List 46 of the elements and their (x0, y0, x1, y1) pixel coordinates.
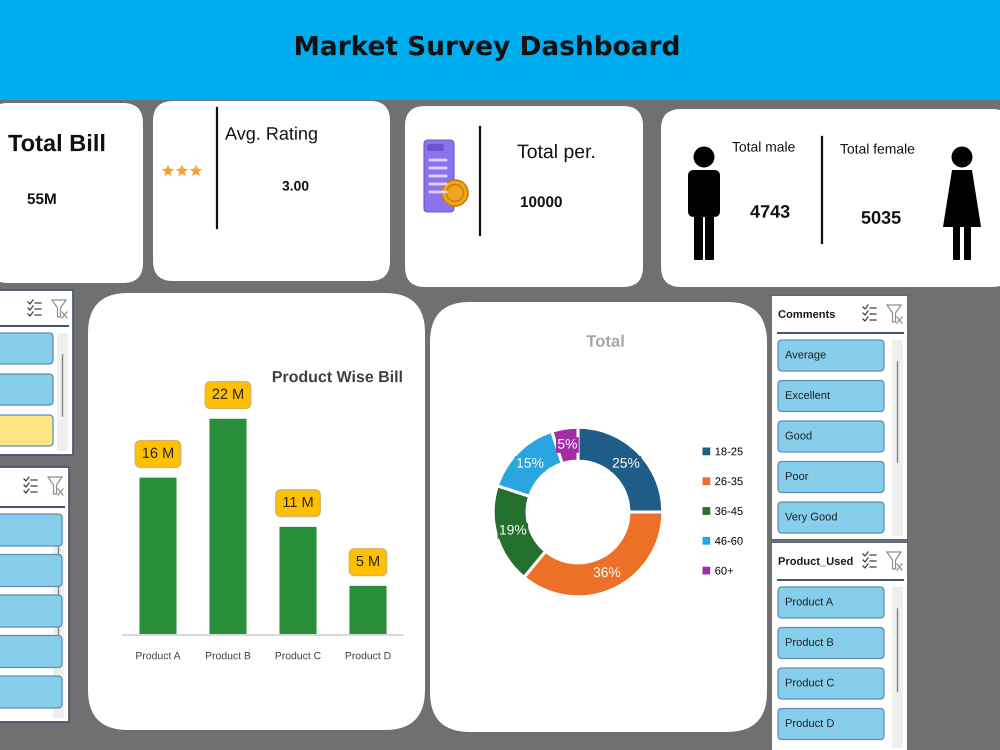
bar (349, 586, 387, 635)
text: Good (786, 431, 812, 440)
text: Product D (786, 718, 834, 727)
text: Total female (840, 144, 914, 154)
text: 4743 (750, 205, 790, 218)
text: Product A (786, 597, 834, 606)
text: Market Survey Dashboard (296, 35, 678, 61)
bar (279, 526, 317, 635)
bar (209, 418, 247, 635)
legend-label: 46-60 (714, 536, 743, 545)
text: 55M (27, 193, 56, 204)
chart-title: Product Wise Bill (272, 370, 402, 382)
text: Total male (732, 142, 795, 152)
legend-label: 36-45 (715, 507, 743, 515)
text: Avg. Rating (225, 126, 317, 144)
text: Product C (786, 678, 834, 686)
text: Poor (786, 472, 808, 480)
text: Excellent (786, 390, 830, 399)
text: Product_Used (778, 556, 853, 566)
data-label: 22 M (212, 388, 244, 399)
data-label: 19% (500, 524, 526, 535)
legend-label: 60+ (715, 566, 733, 575)
text: Very Good (785, 512, 837, 523)
bar (139, 478, 177, 635)
text: Total Bill (8, 134, 104, 152)
data-label: 16 M (142, 448, 174, 458)
data-label: 11 M (283, 496, 312, 508)
x-tick-label: Product B (206, 652, 250, 660)
text: Total per. (517, 144, 594, 162)
text: Product B (786, 638, 834, 646)
x-tick-label: Product D (346, 652, 391, 660)
legend-label: 18-25 (716, 448, 743, 456)
x-tick-label: Product C (276, 652, 321, 660)
text: 3.00 (282, 180, 308, 191)
text: 10000 (520, 196, 562, 208)
legend-label: 26-35 (715, 477, 743, 486)
chart-title: Total (586, 334, 624, 347)
data-label: 25% (612, 458, 640, 468)
x-tick-label: Product A (136, 652, 181, 660)
data-label: 15% (517, 458, 544, 468)
text: Average (785, 350, 826, 361)
data-label: 5 M (356, 556, 379, 566)
data-label: 5% (558, 438, 577, 449)
text: Comments (778, 310, 835, 318)
text: 5035 (862, 211, 901, 224)
data-label: 36% (594, 567, 620, 578)
